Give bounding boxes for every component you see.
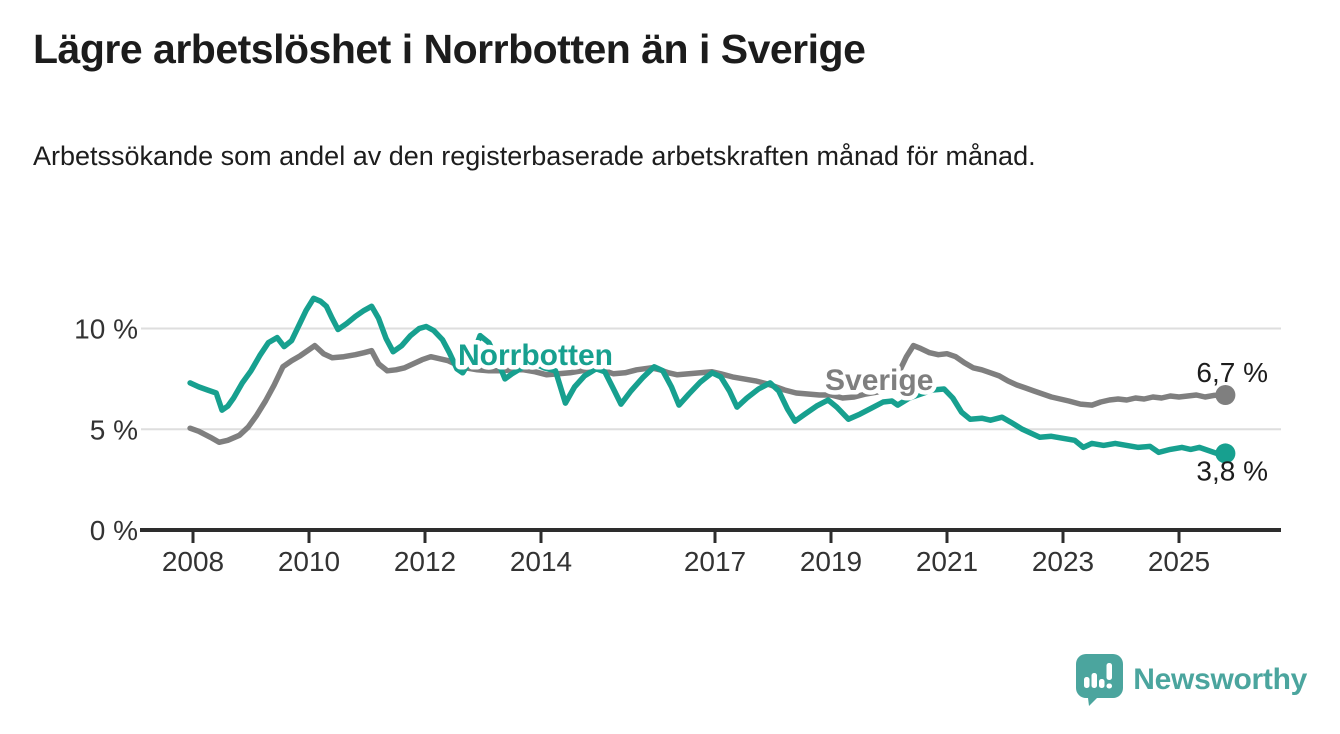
x-axis-tick-label: 2014 [510, 546, 572, 577]
x-axis-tick-label: 2023 [1032, 546, 1094, 577]
newsworthy-logo: Newsworthy [1076, 654, 1307, 706]
sverige-line [187, 342, 1229, 446]
norrbotten-line [187, 295, 1229, 457]
x-axis-tick-label: 2012 [394, 546, 456, 577]
end-value-label-sverige: 6,7 % [1196, 357, 1268, 388]
line-chart: 0 % 5 % 10 % 2008 2010 2012 2014 2017 2019 2021 20… [74, 295, 1281, 577]
y-axis-tick-label: 5 % [90, 414, 138, 445]
x-axis-tick-label: 2017 [684, 546, 746, 577]
x-axis-tick-label: 2021 [916, 546, 978, 577]
norrbotten-end-dot [1215, 443, 1236, 464]
newsworthy-logo-text: Newsworthy [1133, 663, 1307, 696]
x-axis-tick-label: 2008 [162, 546, 224, 577]
end-value-label-norrbotten: 3,8 % [1196, 455, 1268, 486]
series-label-sverige: Sverige [825, 364, 933, 397]
sverige-end-dot [1215, 384, 1236, 405]
chart-subtitle: Arbetssökande som andel av den registerb… [33, 141, 1036, 171]
x-axis-tick-label: 2019 [800, 546, 862, 577]
logo-bars-icon [1084, 663, 1113, 689]
y-axis-tick-label: 10 % [74, 314, 138, 345]
x-axis-tick-label: 2010 [278, 546, 340, 577]
series-label-norrbotten: Norrbotten [458, 339, 613, 372]
y-axis-tick-label: 0 % [90, 515, 138, 546]
page-title: Lägre arbetslöshet i Norrbotten än i Sve… [33, 26, 866, 72]
x-axis-tick-label: 2025 [1148, 546, 1210, 577]
newsworthy-logo-icon [1076, 654, 1124, 706]
